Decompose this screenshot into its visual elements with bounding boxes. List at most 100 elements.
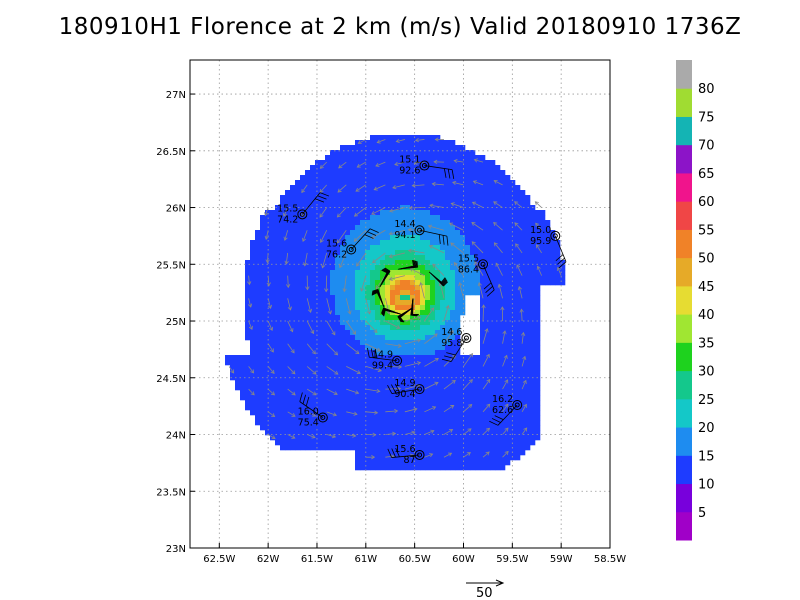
field-cell bbox=[310, 280, 316, 286]
field-cell bbox=[440, 410, 446, 416]
field-cell bbox=[365, 385, 371, 391]
field-cell bbox=[340, 375, 346, 381]
field-cell bbox=[365, 460, 371, 466]
field-cell bbox=[305, 265, 311, 271]
field-cell bbox=[440, 140, 446, 146]
field-cell bbox=[305, 195, 311, 201]
field-cell bbox=[510, 195, 516, 201]
field-cell bbox=[255, 285, 261, 291]
field-cell bbox=[350, 355, 356, 361]
field-cell bbox=[300, 400, 306, 406]
field-cell bbox=[305, 275, 311, 281]
field-cell bbox=[310, 410, 316, 416]
field-cell bbox=[495, 310, 501, 316]
wind-barb-shaft bbox=[554, 235, 567, 262]
field-cell bbox=[315, 295, 321, 301]
field-cell bbox=[490, 360, 496, 366]
field-cell bbox=[320, 270, 326, 276]
field-cell bbox=[435, 150, 441, 156]
field-cell bbox=[335, 265, 341, 271]
field-cell bbox=[400, 185, 406, 191]
field-cell bbox=[525, 380, 531, 386]
field-cell bbox=[335, 275, 341, 281]
field-cell bbox=[360, 300, 366, 306]
field-cell bbox=[425, 375, 431, 381]
field-cell bbox=[290, 200, 296, 206]
wind-vector bbox=[521, 309, 523, 322]
field-cell bbox=[290, 235, 296, 241]
field-cell bbox=[395, 190, 401, 196]
wind-vector-head bbox=[486, 378, 491, 384]
field-cell bbox=[425, 240, 431, 246]
field-cell bbox=[535, 365, 541, 371]
field-cell bbox=[340, 340, 346, 346]
field-cell bbox=[440, 385, 446, 391]
wind-barb-flag bbox=[443, 168, 447, 178]
field-cell bbox=[450, 375, 456, 381]
field-cell bbox=[445, 410, 451, 416]
field-cell bbox=[445, 185, 451, 191]
field-cell bbox=[420, 310, 426, 316]
field-cell bbox=[370, 295, 376, 301]
field-cell bbox=[455, 340, 461, 346]
field-cell bbox=[415, 460, 421, 466]
field-cell bbox=[490, 310, 496, 316]
field-cell bbox=[395, 295, 401, 301]
field-cell bbox=[325, 370, 331, 376]
colorbar-swatch bbox=[676, 483, 692, 513]
field-cell bbox=[300, 315, 306, 321]
field-cell bbox=[375, 180, 381, 186]
field-cell bbox=[305, 290, 311, 296]
wind-vector-head bbox=[445, 304, 450, 310]
field-cell bbox=[555, 245, 561, 251]
wind-vector-head bbox=[407, 227, 412, 232]
field-cell bbox=[295, 310, 301, 316]
wind-vector-head bbox=[307, 308, 313, 313]
field-cell bbox=[410, 415, 416, 421]
colorbar-label: 75 bbox=[698, 110, 715, 125]
field-cell bbox=[460, 245, 466, 251]
field-cell bbox=[475, 210, 481, 216]
field-cell bbox=[310, 360, 316, 366]
field-cell bbox=[455, 195, 461, 201]
field-cell bbox=[275, 250, 281, 256]
wind-vector bbox=[248, 298, 252, 308]
wind-vector-head bbox=[428, 245, 434, 249]
field-cell bbox=[455, 240, 461, 246]
field-cell bbox=[505, 360, 511, 366]
field-cell bbox=[540, 245, 546, 251]
field-cell bbox=[535, 345, 541, 351]
wind-vector-head bbox=[522, 355, 527, 360]
field-cell bbox=[315, 160, 321, 166]
field-cell bbox=[375, 335, 381, 341]
field-cell bbox=[280, 225, 286, 231]
wind-barb-flag bbox=[558, 261, 567, 269]
wind-vector-head bbox=[319, 213, 324, 218]
field-cell bbox=[505, 460, 511, 466]
field-cell bbox=[375, 315, 381, 321]
field-cell bbox=[455, 450, 461, 456]
wind-vector-head bbox=[291, 413, 296, 417]
field-cell bbox=[445, 445, 451, 451]
field-cell bbox=[395, 440, 401, 446]
field-cell bbox=[300, 230, 306, 236]
field-cell bbox=[410, 275, 416, 281]
field-cell bbox=[435, 215, 441, 221]
field-cell bbox=[420, 260, 426, 266]
field-cell bbox=[500, 195, 506, 201]
field-cell bbox=[495, 315, 501, 321]
field-cell bbox=[255, 415, 261, 421]
field-cell bbox=[460, 375, 466, 381]
field-cell bbox=[460, 295, 466, 301]
field-cell bbox=[290, 370, 296, 376]
field-cell bbox=[360, 185, 366, 191]
field-cell bbox=[270, 415, 276, 421]
field-cell bbox=[355, 440, 361, 446]
field-cell bbox=[390, 155, 396, 161]
wind-vector-head bbox=[396, 325, 401, 329]
field-cell bbox=[330, 265, 336, 271]
wind-vector bbox=[535, 201, 542, 208]
plot-frame bbox=[189, 59, 611, 549]
field-cell bbox=[340, 160, 346, 166]
field-cell bbox=[520, 440, 526, 446]
